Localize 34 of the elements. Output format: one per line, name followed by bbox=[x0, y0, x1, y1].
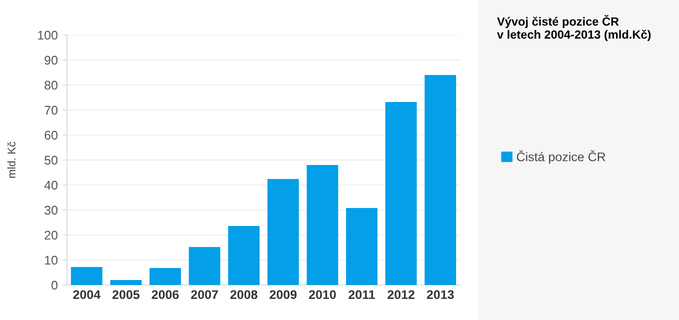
bar bbox=[424, 75, 456, 285]
y-axis-title: mld. Kč bbox=[7, 142, 16, 178]
bar bbox=[110, 280, 142, 285]
x-tick-label: 2009 bbox=[270, 290, 297, 300]
legend-label: Čistá pozice ČR bbox=[516, 150, 606, 164]
x-tick-label: 2004 bbox=[73, 290, 100, 300]
y-tick-label: 70 bbox=[44, 106, 58, 115]
text: Vývoj čisté pozice ČR v letech 2004-2013 (mld.Kč) bbox=[497, 15, 651, 42]
y-tick-label: 30 bbox=[44, 206, 58, 215]
y-tick-label: 100 bbox=[38, 30, 58, 40]
x-tick-label: 2010 bbox=[308, 290, 336, 300]
y-tick-label: 10 bbox=[45, 256, 58, 265]
bar bbox=[306, 165, 338, 285]
x-tick-label: 2007 bbox=[191, 290, 218, 300]
bar bbox=[346, 208, 378, 285]
y-tick-label: 40 bbox=[44, 180, 58, 190]
x-tick-label: 2005 bbox=[112, 290, 140, 300]
bar bbox=[188, 247, 220, 285]
x-tick-label: 2011 bbox=[348, 290, 375, 300]
bar bbox=[385, 102, 417, 285]
x-tick-label: 2013 bbox=[426, 290, 454, 300]
bar bbox=[70, 267, 102, 285]
y-tick-label: 0 bbox=[52, 280, 58, 290]
y-tick-label: 60 bbox=[44, 130, 58, 140]
x-tick-label: 2012 bbox=[388, 290, 414, 300]
bar bbox=[267, 179, 299, 285]
x-tick-label: 2008 bbox=[230, 290, 258, 300]
y-tick-label: 80 bbox=[44, 80, 58, 90]
x-tick-label: 2006 bbox=[152, 290, 179, 300]
y-tick-label: 90 bbox=[44, 56, 58, 65]
y-tick-label: 50 bbox=[44, 156, 58, 165]
bar bbox=[150, 268, 181, 285]
y-tick-label: 20 bbox=[44, 230, 58, 240]
bar bbox=[228, 226, 260, 285]
